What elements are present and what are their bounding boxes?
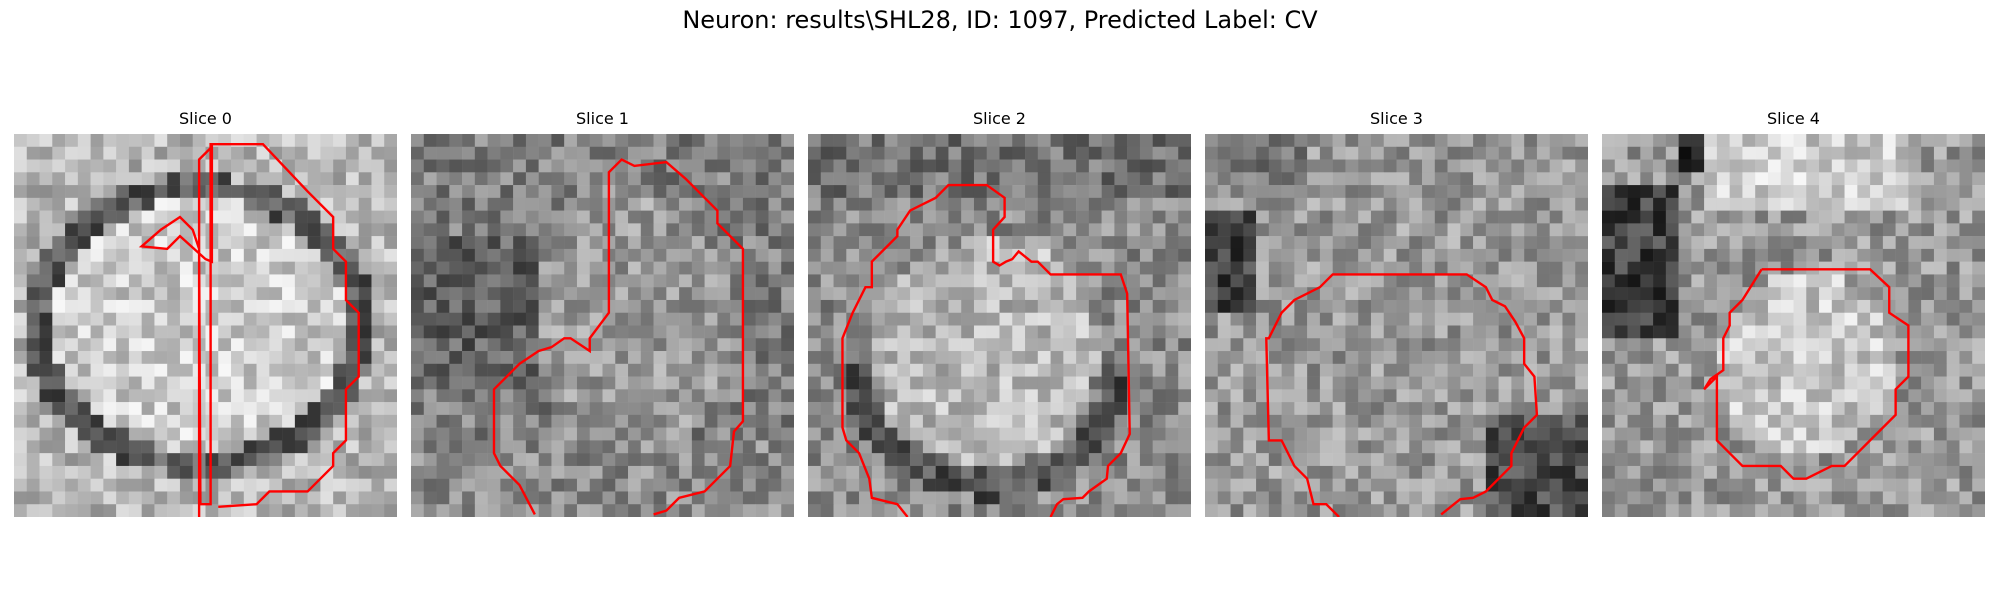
slice-panel-0: Slice 0 [14,108,397,130]
slice-image [1205,134,1588,517]
grayscale-pixel-grid [411,134,794,517]
slice-image [14,134,397,517]
grayscale-pixel-grid [14,134,397,517]
slice-image [411,134,794,517]
slice-image [1602,134,1985,517]
slice-title: Slice 0 [14,108,397,130]
slice-title: Slice 1 [411,108,794,130]
slice-panel-1: Slice 1 [411,108,794,130]
grayscale-pixel-grid [808,134,1191,517]
figure-title: Neuron: results\SHL28, ID: 1097, Predict… [0,6,2000,34]
grayscale-pixel-grid [1602,134,1985,517]
slice-panel-3: Slice 3 [1205,108,1588,130]
slice-title: Slice 3 [1205,108,1588,130]
slice-title: Slice 2 [808,108,1191,130]
slice-image [808,134,1191,517]
slice-title: Slice 4 [1602,108,1985,130]
slice-panel-2: Slice 2 [808,108,1191,130]
grayscale-pixel-grid [1205,134,1588,517]
slice-panel-4: Slice 4 [1602,108,1985,130]
